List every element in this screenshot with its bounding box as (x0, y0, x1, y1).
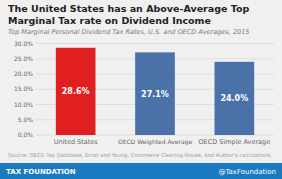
y-tick-label: 25.0% (14, 55, 33, 62)
footer-right: @TaxFoundation (218, 168, 276, 176)
x-tick-label: OECD Weighted Average (118, 138, 192, 146)
bars (56, 48, 254, 135)
data-label: 27.1% (141, 90, 169, 99)
y-tick-label: 0.0% (18, 131, 34, 138)
title: The United States has an Above-Average T… (8, 3, 249, 26)
y-tick-label: 15.0% (14, 85, 33, 92)
y-axis: 0.0% 5.0% 10.0% 15.0% 20.0% 25.0% 30.0% (14, 40, 274, 139)
background (0, 0, 282, 179)
title-line: Marginal Tax rate on Dividend Income (8, 15, 211, 26)
y-tick-label: 5.0% (18, 116, 34, 123)
labels: 28.6% United States 27.1% OECD Weighted Ave… (54, 87, 271, 146)
y-tick-label: 10.0% (14, 101, 33, 108)
footer-bar (0, 163, 282, 179)
x-tick-label: OECD Simple Average (198, 138, 270, 146)
bar (215, 62, 255, 135)
grid-line (36, 43, 274, 44)
data-label: 24.0% (220, 94, 248, 103)
bar (56, 48, 96, 135)
y-tick-label: 30.0% (14, 40, 33, 47)
subtitle: Top Marginal Personal Dividend Tax Rates… (8, 28, 249, 36)
y-tick-label: 20.0% (14, 70, 33, 77)
data-label: 28.6% (62, 87, 90, 96)
title-line: The United States has an Above-Average T… (8, 3, 249, 14)
chart: The United States has an Above-Average T… (0, 0, 282, 179)
bar (135, 52, 175, 135)
x-tick-label: United States (54, 138, 99, 146)
source: Source: OECD Tax Database, Ernst and You… (8, 152, 273, 159)
footer-left: TAX FOUNDATION (6, 168, 76, 176)
